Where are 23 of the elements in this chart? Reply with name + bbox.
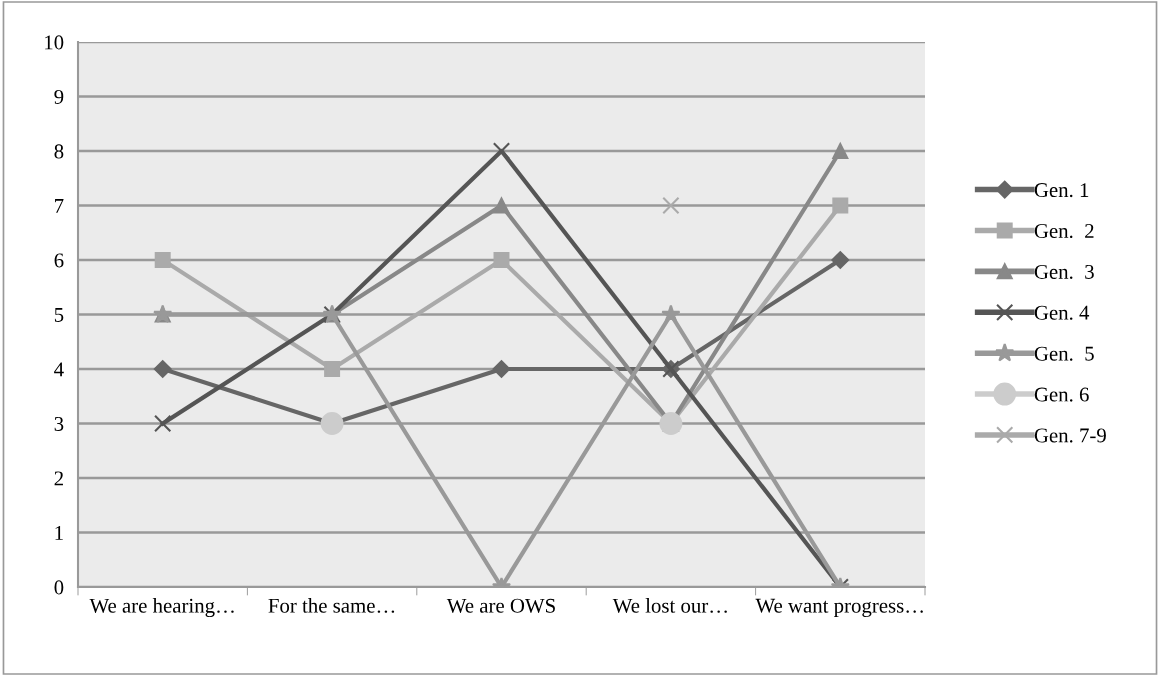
legend-label: Gen. 1	[1034, 183, 1089, 198]
y-tick-label: 1	[55, 525, 63, 540]
legend-label: Gen. 2	[1034, 223, 1094, 239]
x-tick-label: We are hearing…	[89, 598, 234, 618]
y-tick-label: 2	[54, 471, 63, 486]
y-tick-label: 3	[54, 416, 64, 431]
x-tick-label: We are OWS	[446, 598, 555, 613]
y-tick-label: 8	[54, 144, 64, 159]
legend-label: Gen. 5	[1034, 346, 1094, 361]
legend-label: Gen. 7-9	[1034, 428, 1106, 443]
x-tick-label: For the same…	[268, 598, 395, 613]
x-tick-label: We lost our…	[612, 598, 727, 613]
x-tick-label: We want progress…	[755, 598, 923, 617]
y-tick-label: 6	[54, 253, 64, 268]
y-tick-label: 10	[45, 35, 64, 50]
y-tick-label: 9	[54, 89, 64, 104]
y-tick-label: 7	[55, 199, 64, 213]
legend-label: Gen. 3	[1034, 264, 1094, 279]
y-tick-label: 0	[54, 580, 64, 595]
legend-label: Gen. 4	[1034, 305, 1090, 320]
y-tick-label: 4	[54, 362, 64, 377]
y-tick-label: 5	[54, 308, 64, 322]
legend-label: Gen. 6	[1034, 387, 1089, 402]
